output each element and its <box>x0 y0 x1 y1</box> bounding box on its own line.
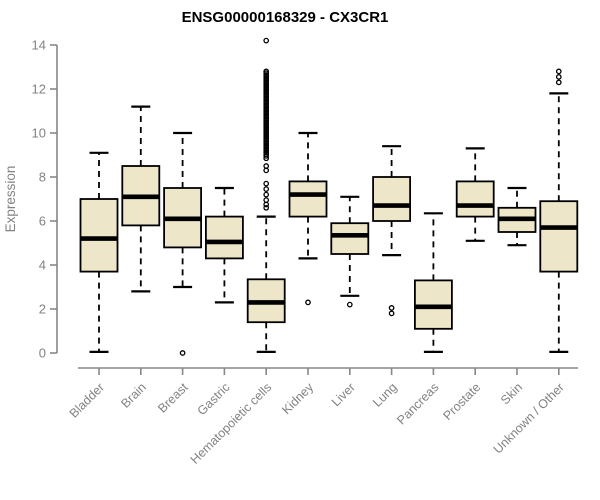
boxplot-breast <box>163 131 203 356</box>
boxplot-lung <box>372 145 412 317</box>
outlier-point <box>263 153 270 159</box>
outlier-point <box>555 68 562 75</box>
y-tick-label: 12 <box>32 82 46 97</box>
boxplot-unknown-other <box>539 68 579 353</box>
outlier-point <box>263 191 270 198</box>
x-tick-label-gastric: Gastric <box>195 380 233 418</box>
y-tick-label: 10 <box>32 126 46 141</box>
x-tick-label-unknown-other: Unknown / Other <box>491 380 567 456</box>
outlier-point <box>263 167 270 174</box>
y-tick-label: 6 <box>39 214 46 229</box>
y-tick-label: 0 <box>39 346 46 361</box>
x-tick-label-hematopoietic-cells: Hematopoietic cells <box>188 380 275 467</box>
x-tick-label-kidney: Kidney <box>279 380 316 417</box>
x-tick-label-brain: Brain <box>118 380 149 411</box>
outlier-point <box>263 201 270 208</box>
outlier-point <box>388 310 395 317</box>
x-tick-label-prostate: Prostate <box>440 380 483 423</box>
x-tick-label-liver: Liver <box>329 380 358 409</box>
y-tick-label: 8 <box>39 170 46 185</box>
outlier-point <box>263 204 270 211</box>
outlier-point <box>263 197 270 203</box>
outlier-point <box>263 163 270 169</box>
boxes-layer <box>79 37 579 356</box>
boxplot-brain <box>121 105 161 293</box>
iqr-box <box>372 176 412 222</box>
boxplot-gastric <box>204 186 244 304</box>
boxplot-bladder <box>79 151 119 353</box>
iqr-box <box>330 222 370 255</box>
x-tick-label-skin: Skin <box>498 380 525 407</box>
iqr-box <box>539 200 579 273</box>
boxplot-hematopoietic-cells <box>246 37 286 353</box>
outlier-point <box>555 74 562 80</box>
y-tick-label: 14 <box>32 38 46 53</box>
outlier-point <box>555 79 562 86</box>
chart-title: ENSG00000168329 - CX3CR1 <box>182 9 389 26</box>
boxplot-liver <box>330 195 370 308</box>
boxplot-skin <box>497 186 537 247</box>
boxplot-pancreas <box>413 212 453 353</box>
outlier-point <box>263 37 270 44</box>
x-tick-label-pancreas: Pancreas <box>394 380 441 427</box>
iqr-box <box>455 180 495 218</box>
iqr-box <box>204 215 244 260</box>
x-tick-label-bladder: Bladder <box>67 380 107 420</box>
y-axis-label: Expression <box>3 166 18 233</box>
x-tick-label-lung: Lung <box>370 380 400 410</box>
outlier-point <box>263 180 270 187</box>
iqr-box <box>288 180 328 218</box>
iqr-box <box>79 198 119 273</box>
outlier-point <box>179 350 186 356</box>
outlier-point <box>346 301 353 308</box>
outlier-point <box>263 186 270 192</box>
outlier-point <box>263 155 270 162</box>
boxplot-prostate <box>455 147 495 242</box>
boxplot-kidney <box>288 131 328 306</box>
y-tick-label: 2 <box>39 302 46 317</box>
x-tick-label-breast: Breast <box>155 380 191 416</box>
outlier-point <box>305 299 311 306</box>
outlier-point <box>388 305 395 311</box>
y-tick-label: 4 <box>39 258 46 273</box>
